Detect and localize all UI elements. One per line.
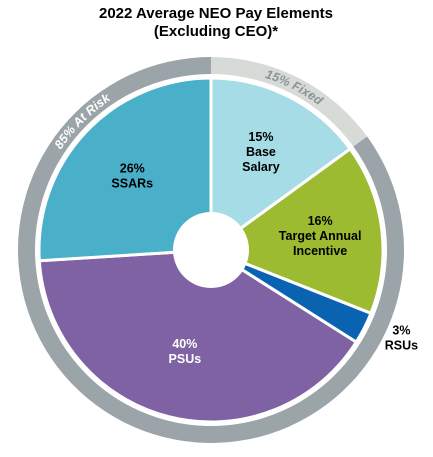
chart-title: 2022 Average NEO Pay Elements: [99, 5, 333, 22]
pie-slices: [37, 76, 385, 424]
slice-label-rsus: 3% RSUs: [385, 323, 418, 352]
slice-name: RSUs: [385, 338, 418, 352]
slice-name: Salary: [242, 160, 280, 174]
slice-label-target-annual-incentive: 16% Target Annual Incentive: [279, 214, 362, 258]
slice-percent: 3%: [392, 323, 410, 337]
slice-name: Base: [246, 145, 276, 159]
slice-label-base-salary: 15% Base Salary: [242, 130, 280, 174]
slice-labels: 15% Base Salary 16% Target Annual Incentive 3%…: [111, 130, 418, 366]
slice-label-psus: 40% PSUs: [169, 337, 202, 366]
slice-name: PSUs: [169, 352, 202, 366]
center-hole: [173, 212, 249, 288]
slice-name: Target Annual: [279, 229, 362, 243]
slice-name: SSARs: [111, 177, 153, 191]
ring-segment-15-fixed: [211, 57, 368, 147]
slice-percent: 26%: [120, 162, 145, 176]
slice-base-salary: [209, 76, 352, 252]
slice-percent: 15%: [248, 130, 273, 144]
slice-percent: 16%: [308, 214, 333, 228]
slice-percent: 40%: [172, 337, 197, 351]
slice-target-annual-incentive: [209, 147, 385, 315]
slice-ssars: [37, 76, 213, 263]
slice-label-ssars: 26% SSARs: [111, 162, 153, 191]
slice-name: Incentive: [293, 244, 347, 258]
slice-psus: [37, 248, 358, 424]
chart-subtitle: (Excluding CEO)*: [154, 23, 278, 40]
